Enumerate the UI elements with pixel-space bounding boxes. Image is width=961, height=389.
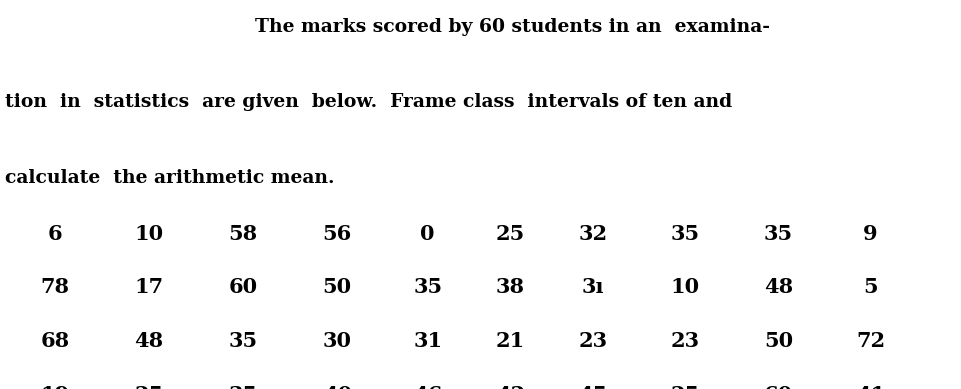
Text: 68: 68 [40, 331, 69, 351]
Text: 31: 31 [413, 331, 442, 351]
Text: 41: 41 [856, 385, 885, 389]
Text: 25: 25 [496, 224, 525, 244]
Text: 10: 10 [135, 224, 163, 244]
Text: 56: 56 [323, 224, 352, 244]
Text: 19: 19 [40, 385, 69, 389]
Text: 17: 17 [135, 277, 163, 297]
Text: 25: 25 [135, 385, 163, 389]
Text: calculate  the arithmetic mean.: calculate the arithmetic mean. [5, 169, 334, 187]
Text: 35: 35 [413, 277, 442, 297]
Text: The marks scored by 60 students in an  examina-: The marks scored by 60 students in an ex… [255, 18, 770, 35]
Text: 35: 35 [229, 331, 258, 351]
Text: 10: 10 [671, 277, 700, 297]
Text: 60: 60 [229, 277, 258, 297]
Text: 78: 78 [40, 277, 69, 297]
Text: 42: 42 [496, 385, 525, 389]
Text: 58: 58 [229, 224, 258, 244]
Text: 60: 60 [764, 385, 793, 389]
Text: 35: 35 [671, 224, 700, 244]
Text: 50: 50 [323, 277, 352, 297]
Text: 38: 38 [496, 277, 525, 297]
Text: 40: 40 [323, 385, 352, 389]
Text: 48: 48 [135, 331, 163, 351]
Text: 50: 50 [764, 331, 793, 351]
Text: 45: 45 [579, 385, 607, 389]
Text: 48: 48 [764, 277, 793, 297]
Text: 9: 9 [863, 224, 878, 244]
Text: 35: 35 [229, 385, 258, 389]
Text: tion  in  statistics  are given  below.  Frame class  intervals of ten and: tion in statistics are given below. Fram… [5, 93, 732, 111]
Text: 0: 0 [420, 224, 435, 244]
Text: 30: 30 [323, 331, 352, 351]
Text: 72: 72 [856, 331, 885, 351]
Text: 6: 6 [47, 224, 62, 244]
Text: 25: 25 [671, 385, 700, 389]
Text: 3ı: 3ı [581, 277, 604, 297]
Text: 23: 23 [579, 331, 607, 351]
Text: 35: 35 [764, 224, 793, 244]
Text: 21: 21 [496, 331, 525, 351]
Text: 32: 32 [579, 224, 607, 244]
Text: 46: 46 [413, 385, 442, 389]
Text: 23: 23 [671, 331, 700, 351]
Text: 5: 5 [863, 277, 878, 297]
